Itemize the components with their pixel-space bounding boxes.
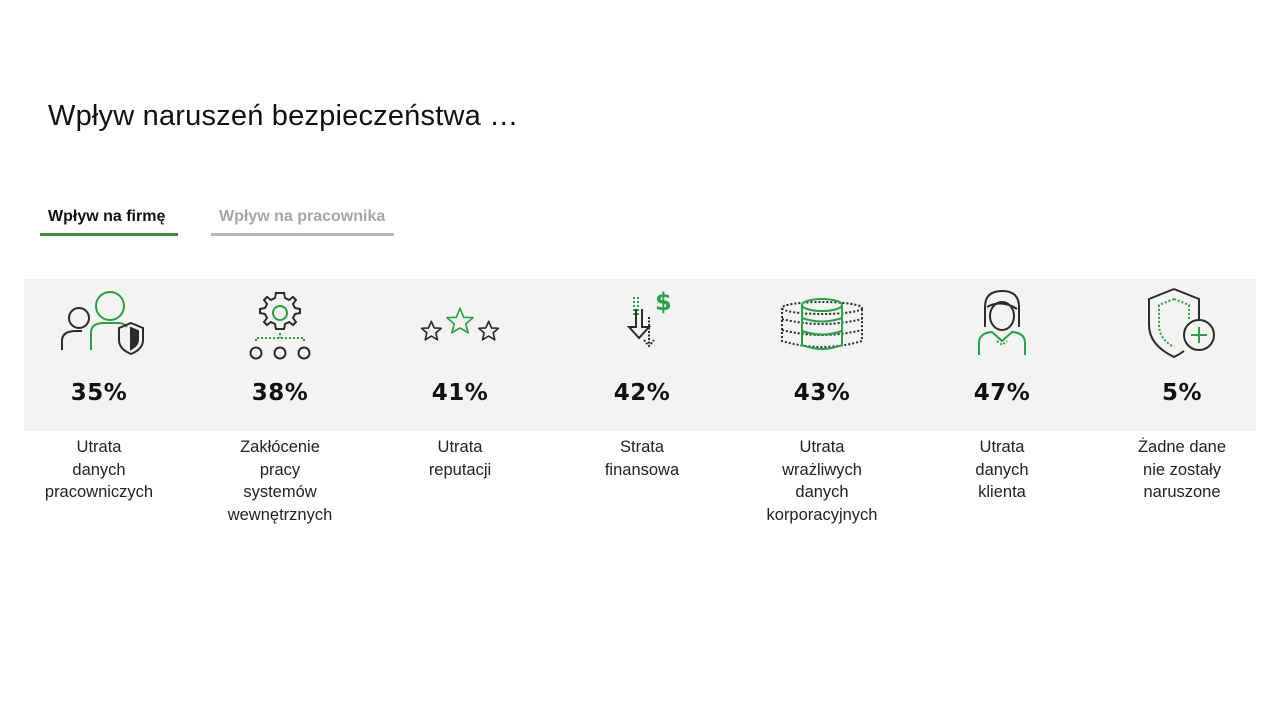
stat-label: Utrata reputacji	[428, 438, 492, 479]
stats-band	[24, 279, 1256, 431]
gear-network-icon	[249, 292, 311, 360]
stat-label: Strata finansowa	[604, 438, 680, 479]
stat-value: 42%	[613, 380, 671, 406]
stat-label: Utrata danych klienta	[975, 438, 1029, 501]
stat-label: Utrata wrażliwych danych korporacyjnych	[766, 438, 878, 524]
tab-employee-impact[interactable]: Wpływ na pracownika	[211, 200, 394, 236]
stat-label: Utrata danych pracowniczych	[44, 438, 154, 501]
stat-value: 43%	[793, 380, 851, 406]
shield-plus-icon	[1148, 288, 1215, 359]
stat-corporate-data-loss: 43% Utrata wrażliwych danych korporacyjn…	[732, 279, 912, 526]
stat-value: 41%	[431, 380, 489, 406]
stat-value: 38%	[251, 380, 309, 406]
dollar-down-icon: $	[626, 288, 672, 348]
stat-label: Żadne dane nie zostały naruszone	[1137, 438, 1227, 501]
tab-company-impact[interactable]: Wpływ na firmę	[40, 200, 178, 236]
stat-no-data-breached: 5% Żadne dane nie zostały naruszone	[1092, 279, 1272, 504]
stat-value: 47%	[973, 380, 1031, 406]
stat-reputation-loss: 41% Utrata reputacji	[370, 279, 550, 481]
stat-employee-data-loss: 35% Utrata danych pracowniczych	[9, 279, 189, 504]
stat-value: 5%	[1161, 380, 1203, 406]
users-shield-icon	[61, 291, 144, 356]
stat-system-disruption: 38% Zakłócenie pracy systemów wewnętrzny…	[190, 279, 370, 526]
stat-label: Zakłócenie pracy systemów wewnętrznych	[227, 438, 333, 524]
page-title: Wpływ naruszeń bezpieczeństwa …	[48, 100, 519, 132]
stat-value: 35%	[70, 380, 128, 406]
svg-text:$: $	[655, 288, 672, 316]
stat-customer-data-loss: 47% Utrata danych klienta	[912, 279, 1092, 504]
customer-person-icon	[978, 289, 1026, 355]
database-icon	[781, 298, 863, 350]
stat-financial-loss: $ 42% Strata finansowa	[552, 279, 732, 481]
stars-rating-icon	[420, 307, 500, 341]
